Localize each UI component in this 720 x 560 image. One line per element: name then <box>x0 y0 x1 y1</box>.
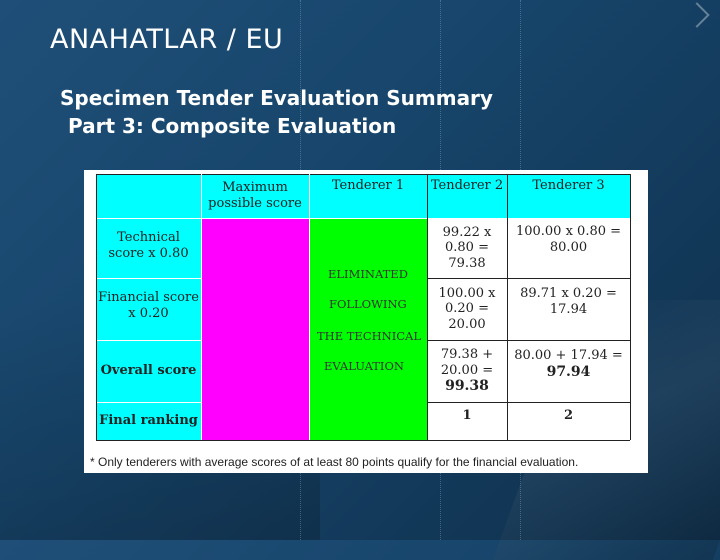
tenderer-2-financial: 100.00 x 0.20 = 20.00 <box>427 278 507 340</box>
table-divider <box>427 174 428 440</box>
corner-chevron-icon <box>684 2 710 28</box>
tenderer-1-column <box>309 218 427 440</box>
header-tenderer-2: Tenderer 2 <box>427 174 507 218</box>
table-border <box>96 174 630 175</box>
table-border <box>96 440 630 441</box>
max-score-column <box>201 218 309 440</box>
row-label-technical: Technical score x 0.80 <box>96 218 201 278</box>
tenderer-3-overall-result: 97.94 <box>546 363 591 380</box>
table-divider <box>96 402 201 403</box>
table-divider <box>309 174 310 440</box>
tenderer-2-technical: 99.22 x 0.80 = 79.38 <box>427 218 507 278</box>
tenderer-2-overall: 79.38 + 20.00 = 99.38 <box>427 340 507 402</box>
evaluation-table: Maximum possible score Tenderer 1 Tender… <box>96 174 633 441</box>
header-tenderer-1: Tenderer 1 <box>309 174 427 218</box>
table-divider <box>96 278 201 279</box>
table-divider <box>507 174 508 440</box>
tenderer-2-ranking: 1 <box>427 402 507 440</box>
tenderer-3-technical: 100.00 x 0.80 = 80.00 <box>507 218 630 278</box>
footnote: * Only tenderers with average scores of … <box>90 455 579 469</box>
table-divider <box>96 340 201 341</box>
table-divider <box>427 340 630 341</box>
table-divider <box>96 218 630 219</box>
tenderer-3-ranking: 2 <box>507 402 630 440</box>
tenderer-3-financial: 89.71 x 0.20 = 17.94 <box>507 278 630 340</box>
row-label-overall: Overall score <box>96 340 201 402</box>
tenderer-2-overall-result: 99.38 <box>445 378 489 395</box>
table-border <box>96 174 97 440</box>
tenderer-1-note-line-1: ELIMINATED <box>328 267 408 281</box>
table-divider <box>201 174 202 440</box>
evaluation-table-panel: Maximum possible score Tenderer 1 Tender… <box>84 170 648 473</box>
row-label-financial: Financial score x 0.20 <box>96 278 201 340</box>
tenderer-3-overall: 80.00 + 17.94 = 97.94 <box>507 340 630 402</box>
table-divider <box>427 278 630 279</box>
tenderer-1-note-line-4: EVALUATION <box>324 359 404 373</box>
slide-subtitle: Specimen Tender Evaluation Summary <box>60 86 493 110</box>
table-divider <box>427 402 630 403</box>
table-border <box>630 174 631 440</box>
tenderer-2-overall-calc: 79.38 + 20.00 = <box>440 347 494 378</box>
slide-title: ANAHATLAR / EU <box>50 24 284 55</box>
slide-subtitle-part: Part 3: Composite Evaluation <box>68 114 397 138</box>
tenderer-3-overall-calc: 80.00 + 17.94 = <box>514 348 623 363</box>
header-max-score: Maximum possible score <box>201 174 309 218</box>
header-corner-cell <box>96 174 201 218</box>
header-tenderer-3: Tenderer 3 <box>507 174 630 218</box>
row-label-ranking: Final ranking <box>96 402 201 440</box>
tenderer-1-note-line-3: THE TECHNICAL <box>317 329 421 343</box>
tenderer-1-note-line-2: FOLLOWING <box>329 297 407 311</box>
